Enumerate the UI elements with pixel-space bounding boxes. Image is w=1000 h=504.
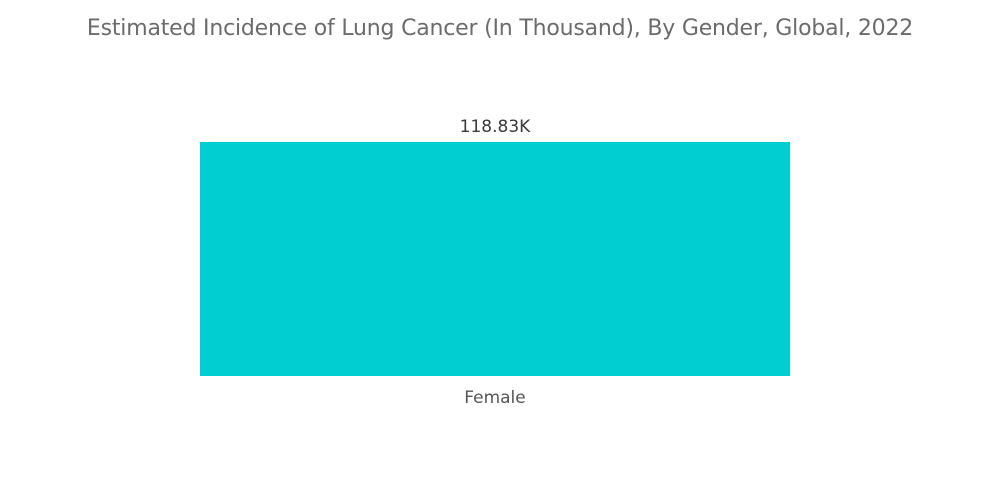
data-label-female: 118.83K: [460, 117, 531, 137]
bar-female: [200, 142, 790, 376]
labels-layer: 118.83K Female: [460, 117, 531, 408]
x-tick-label-female: Female: [464, 388, 525, 408]
bars-layer: [200, 142, 790, 376]
chart-title: Estimated Incidence of Lung Cancer (In T…: [86, 16, 914, 41]
